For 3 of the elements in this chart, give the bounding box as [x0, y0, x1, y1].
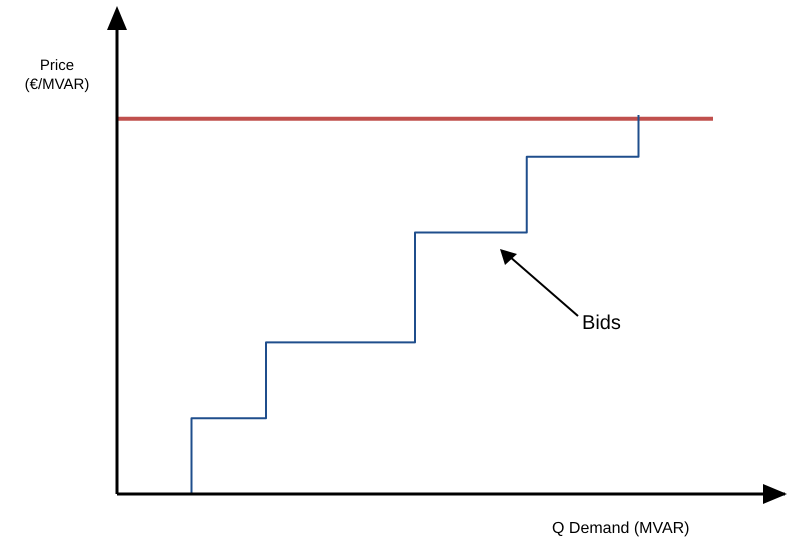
annotation: Bids: [582, 312, 621, 335]
y-axis-title: Price (€/MVAR): [24, 56, 90, 94]
x-axis-title: Q Demand (MVAR): [552, 520, 690, 538]
